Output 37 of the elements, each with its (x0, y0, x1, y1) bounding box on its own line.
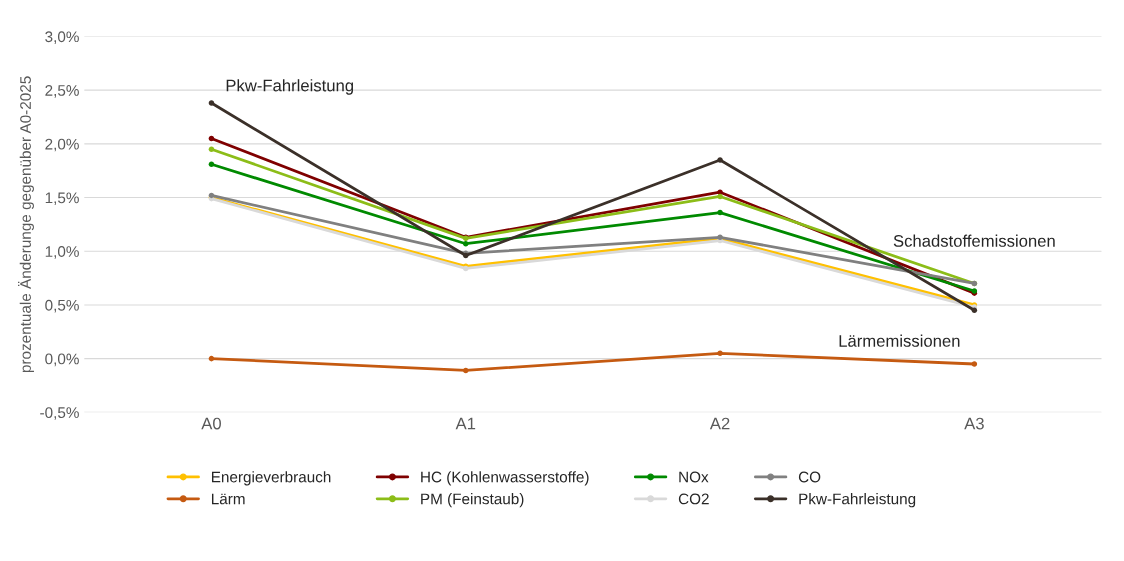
legend-label: NOx (679, 471, 709, 483)
legend-label: CO (798, 471, 821, 483)
y-tick-label: 0,5% (45, 299, 79, 313)
legend-label: HC (Kohlenwasserstoffe) (421, 471, 589, 486)
legend-label: Pkw-Fahrleistung (799, 493, 916, 508)
y-tick-label: 3,0% (45, 31, 79, 44)
point (462, 240, 469, 247)
point (462, 367, 469, 374)
x-tick-label: A1 (455, 417, 476, 430)
legend-label: CO2 (678, 493, 709, 505)
x-tick-label: A3 (964, 417, 984, 430)
point (208, 100, 215, 106)
y-tick-label: 0,0% (45, 353, 79, 367)
y-axis-title: prozentuale Änderunge gegenüber A0-2025 (18, 76, 34, 373)
y-tick-label: 2,5% (45, 85, 79, 98)
y-tick-label: 1,0% (45, 246, 79, 259)
legend-label: Lärm (212, 493, 245, 505)
point (971, 361, 978, 367)
point (208, 355, 215, 362)
annotation: Lärmemissionen (839, 334, 960, 347)
point (717, 350, 723, 357)
y-tick-label: 2,0% (45, 138, 79, 152)
x-tick-label: A2 (709, 417, 730, 430)
point (717, 193, 723, 200)
y-tick-label: -0,5% (40, 407, 79, 420)
legend-label: PM (Feinstaub) (421, 493, 524, 508)
legend-label: Energieverbrauch (212, 471, 331, 486)
annotation: Schadstoffemissionen (893, 234, 1055, 247)
point (717, 157, 723, 163)
point (208, 161, 215, 168)
point (971, 307, 978, 314)
annotation: Pkw-Fahrleistung (226, 79, 354, 95)
y-tick-label: 1,5% (45, 192, 79, 206)
point (717, 209, 723, 216)
point (717, 189, 723, 195)
point (208, 146, 215, 152)
x-tick-label: A0 (201, 417, 221, 430)
